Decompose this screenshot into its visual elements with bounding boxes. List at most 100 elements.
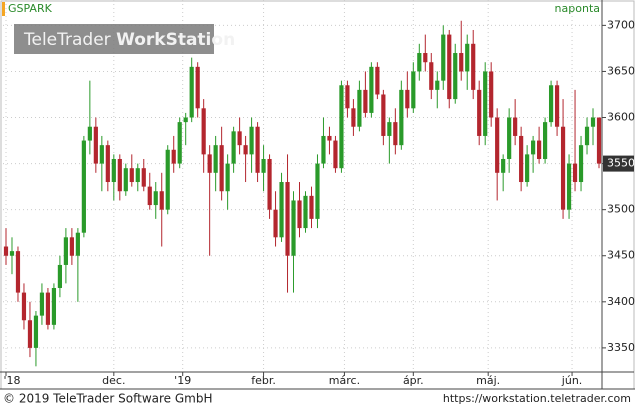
candle-body <box>423 53 428 63</box>
x-tick-label: jún. <box>561 374 583 387</box>
candles <box>3 20 602 367</box>
candle-body <box>519 135 524 183</box>
footer-copyright: © 2019 TeleTrader Software GmbH <box>3 392 213 406</box>
candle-body <box>45 292 51 325</box>
candle-body <box>333 140 338 169</box>
candle-body <box>63 237 68 265</box>
candle-body <box>39 292 45 316</box>
candle-body <box>489 71 494 118</box>
candle-body <box>525 154 530 183</box>
candle-body <box>560 126 566 210</box>
x-tick-label: febr. <box>251 374 276 387</box>
candle-body <box>435 80 440 90</box>
candle-body <box>357 89 362 127</box>
candle-body <box>195 66 200 109</box>
candle-body <box>141 168 146 187</box>
watermark-product: WorkStation <box>116 30 235 50</box>
candle-body <box>27 320 33 348</box>
candle-body <box>429 62 434 90</box>
candle-body <box>237 131 242 146</box>
candle-body <box>201 108 206 155</box>
chart-title: GSPARK <box>8 2 53 15</box>
candle-body <box>465 43 470 72</box>
candle-body <box>117 158 122 192</box>
candle-body <box>129 168 134 183</box>
candle-body <box>261 158 266 173</box>
candle-body <box>219 145 224 192</box>
candle-body <box>279 182 284 238</box>
candle-body <box>183 117 188 123</box>
candle-body <box>537 140 542 159</box>
candle-body <box>381 94 386 136</box>
candle-body <box>207 154 212 173</box>
candle-body <box>153 191 158 206</box>
x-tick-label: márc. <box>329 374 360 387</box>
candle-body <box>111 158 116 183</box>
candle-body <box>531 140 536 155</box>
candle-body <box>411 71 416 109</box>
candle-body <box>231 131 236 164</box>
candle-body <box>572 163 578 183</box>
candle-body <box>87 126 92 141</box>
candle-body <box>393 122 398 146</box>
candle-body <box>387 122 392 136</box>
candle-body <box>578 145 584 183</box>
watermark-box <box>14 24 214 54</box>
candle-body <box>291 200 296 256</box>
candle-body <box>57 264 63 288</box>
candle-body <box>309 195 314 219</box>
x-tick-label: ápr. <box>403 374 424 387</box>
candle-body <box>345 85 350 109</box>
candle-body <box>123 168 128 192</box>
y-tick-label: 3500 <box>607 203 635 216</box>
y-tick-label: 3600 <box>607 111 635 124</box>
candle-body <box>399 89 404 146</box>
candle-body <box>135 168 140 183</box>
candle-body <box>249 126 254 155</box>
candle-body <box>459 53 464 72</box>
y-tick-label: 3700 <box>607 18 635 31</box>
candle-body <box>542 122 548 159</box>
candle-body <box>315 163 320 219</box>
candle-body <box>447 34 452 100</box>
candle-body <box>566 163 572 210</box>
candle-body <box>105 145 110 183</box>
candle-body <box>3 246 9 256</box>
candle-body <box>93 126 98 164</box>
candle-body <box>483 71 488 136</box>
candle-body <box>369 66 374 113</box>
candle-body <box>285 182 290 256</box>
candle-body <box>584 126 590 146</box>
candle-body <box>273 209 278 238</box>
candle-body <box>590 117 596 127</box>
y-tick-label: 3450 <box>607 249 635 262</box>
candle-body <box>303 195 308 229</box>
last-price-label: 3550 <box>607 157 635 170</box>
grid <box>3 0 602 370</box>
candle-body <box>213 145 218 173</box>
x-tick-label: máj. <box>476 374 500 387</box>
candle-body <box>554 85 560 127</box>
candle-body <box>501 158 506 173</box>
period-label: naponta <box>555 2 600 15</box>
candle-body <box>21 292 27 321</box>
candle-body <box>165 149 170 210</box>
y-tick-label: 3400 <box>607 295 635 308</box>
candle-body <box>33 315 39 348</box>
candle-body <box>15 251 21 293</box>
footer-url: https://workstation.teletrader.com <box>443 392 631 405</box>
candle-body <box>177 122 182 164</box>
last-price-box <box>603 155 634 172</box>
symbol-marker <box>2 2 5 16</box>
y-tick-label: 3650 <box>607 64 635 77</box>
watermark-brand: TeleTrader <box>23 30 111 50</box>
candle-body <box>477 89 482 136</box>
candle-body <box>327 135 332 141</box>
candle-body <box>339 85 344 169</box>
x-tick-label: dec. <box>102 374 125 387</box>
candle-body <box>99 145 104 164</box>
candle-body <box>225 163 230 192</box>
candle-body <box>596 117 602 164</box>
candle-body <box>189 66 194 118</box>
